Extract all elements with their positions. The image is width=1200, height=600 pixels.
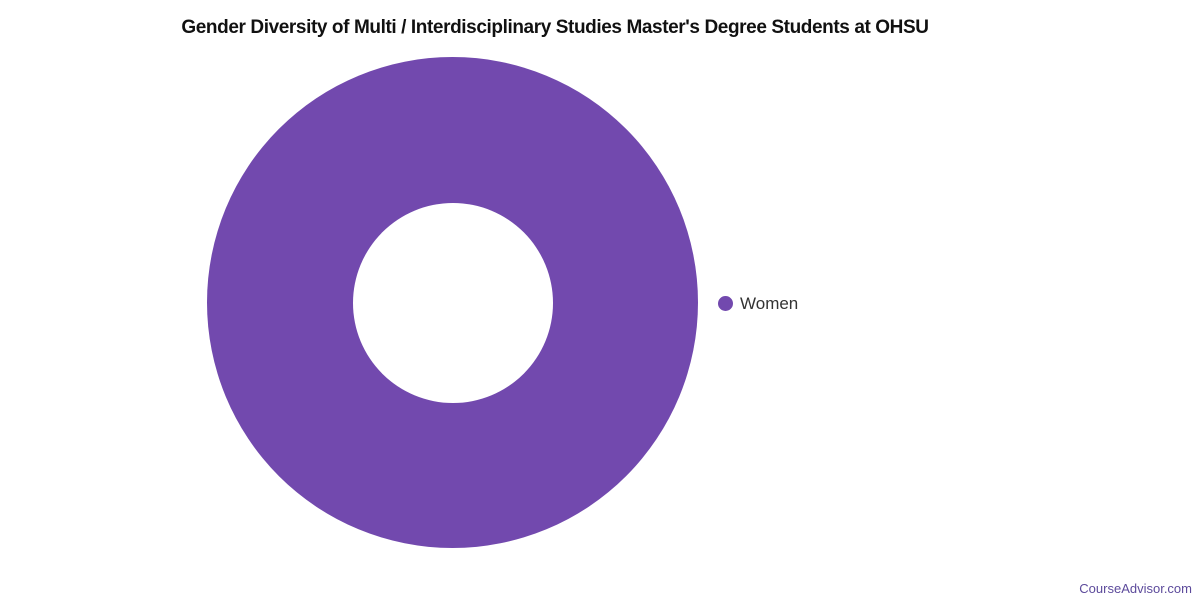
legend: Women: [718, 294, 798, 312]
chart-title: Gender Diversity of Multi / Interdiscipl…: [181, 17, 929, 38]
legend-marker-women-icon[interactable]: [718, 295, 733, 311]
donut-hole: [352, 202, 553, 403]
legend-item-women[interactable]: Women: [740, 294, 799, 313]
watermark-link[interactable]: CourseAdvisor.com: [1079, 581, 1192, 596]
donut-chart: [207, 57, 698, 548]
